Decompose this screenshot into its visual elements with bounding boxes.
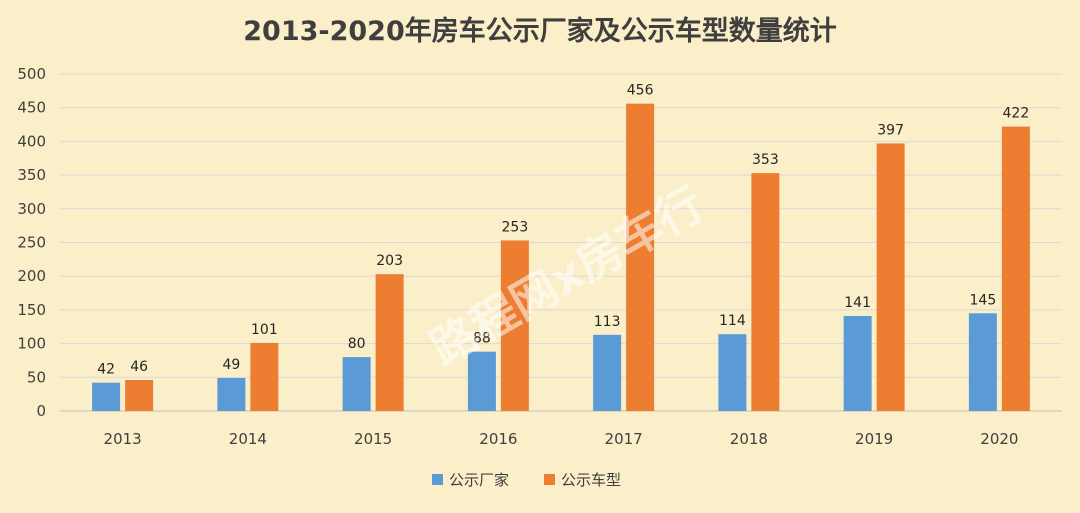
- legend-label: 公示厂家: [449, 471, 509, 489]
- y-tick-label: 350: [17, 166, 46, 184]
- data-label: 253: [502, 219, 529, 235]
- y-tick-label: 450: [17, 99, 46, 117]
- gridlines: [60, 73, 1062, 412]
- data-label: 422: [1003, 106, 1030, 122]
- y-tick-label: 0: [36, 402, 46, 420]
- bar-manufacturers: [342, 357, 371, 411]
- legend-swatch: [432, 474, 443, 485]
- data-labels: 42 46 49 101 80 203 88 253 113 456 114 353 141 397 145…: [97, 83, 1029, 378]
- y-tick-label: 150: [17, 301, 46, 319]
- x-tick-label: 2017: [605, 430, 643, 448]
- data-label: 113: [594, 314, 621, 330]
- legend-swatch: [544, 474, 555, 485]
- y-tick-label: 250: [17, 234, 46, 252]
- y-tick-label: 200: [17, 267, 46, 285]
- y-tick-label: 500: [17, 65, 46, 83]
- data-label: 80: [348, 336, 366, 352]
- x-tick-label: 2016: [479, 430, 517, 448]
- x-tick-label: 2013: [104, 430, 142, 448]
- y-tick-label: 50: [27, 368, 46, 386]
- bar-manufacturers: [843, 315, 872, 411]
- data-label: 101: [251, 322, 278, 338]
- bar-models: [375, 274, 404, 411]
- bar-manufacturers: [467, 351, 496, 411]
- data-label: 46: [130, 359, 148, 375]
- x-tick-label: 2015: [354, 430, 392, 448]
- y-axis-ticks: 0 50 100 150 200 250 300 350 400 450 500: [17, 65, 46, 420]
- bar-models: [250, 342, 279, 411]
- bar-manufacturers: [593, 334, 622, 411]
- data-label: 114: [719, 313, 746, 329]
- x-axis-ticks: 2013 2014 2015 2016 2017 2018 2019 2020: [104, 430, 1019, 448]
- data-label: 456: [627, 83, 654, 99]
- data-label: 397: [877, 122, 904, 138]
- data-label: 145: [970, 292, 997, 308]
- x-tick-label: 2014: [229, 430, 267, 448]
- legend: 公示厂家 公示车型: [432, 471, 621, 489]
- data-label: 88: [473, 331, 491, 347]
- bar-models: [626, 103, 655, 411]
- chart-title: 2013-2020年房车公示厂家及公示车型数量统计: [243, 15, 837, 47]
- bar-models: [1001, 126, 1030, 412]
- bar-manufacturers: [217, 377, 246, 411]
- x-tick-label: 2019: [855, 430, 893, 448]
- bar-manufacturers: [92, 382, 121, 411]
- legend-label: 公示车型: [561, 471, 621, 489]
- bar-models: [876, 143, 905, 411]
- y-tick-label: 100: [17, 335, 46, 353]
- bar-manufacturers: [718, 334, 747, 411]
- y-tick-label: 400: [17, 132, 46, 150]
- data-label: 49: [222, 357, 240, 373]
- x-tick-label: 2018: [730, 430, 768, 448]
- x-tick-label: 2020: [980, 430, 1018, 448]
- bar-models: [125, 379, 154, 411]
- data-label: 353: [752, 152, 779, 168]
- bars: [92, 103, 1030, 412]
- bar-models: [500, 240, 529, 411]
- data-label: 203: [376, 253, 403, 269]
- data-label: 141: [844, 295, 871, 311]
- data-label: 42: [97, 362, 115, 378]
- y-tick-label: 300: [17, 200, 46, 218]
- bar-manufacturers: [968, 313, 997, 411]
- bar-models: [751, 173, 780, 411]
